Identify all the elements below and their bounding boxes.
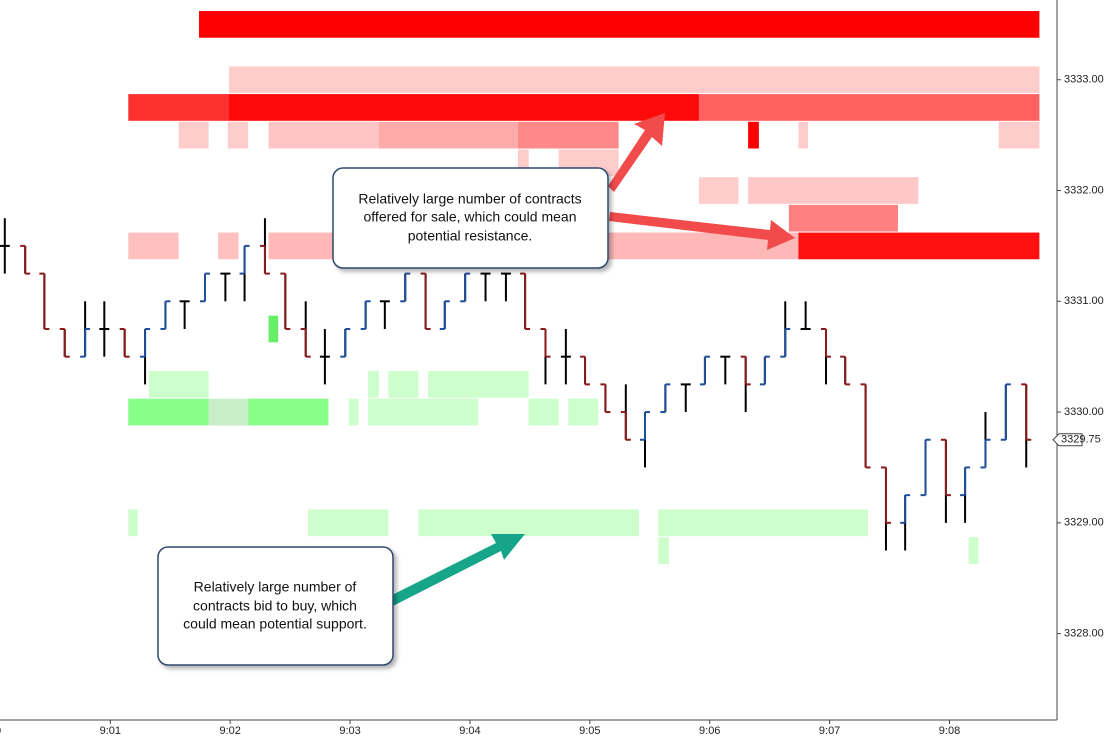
x-tick-label: 9:01	[100, 725, 121, 737]
liquidity-level	[388, 371, 419, 398]
liquidity-level	[268, 121, 379, 149]
x-tick-label: 9:06	[699, 725, 720, 737]
liquidity-level	[128, 509, 138, 537]
liquidity-level	[788, 204, 898, 232]
liquidity-level	[348, 398, 359, 426]
callout-text: offered for sale, which could mean	[364, 209, 577, 225]
liquidity-level	[658, 509, 868, 537]
last-price-marker	[1052, 433, 1083, 447]
liquidity-level	[128, 94, 229, 121]
liquidity-level	[178, 121, 209, 149]
liquidity-level	[698, 94, 1040, 121]
liquidity-level	[658, 537, 669, 564]
liquidity-level	[528, 398, 559, 426]
liquidity-level	[568, 398, 599, 426]
y-tick-label: 3330.00	[1064, 406, 1104, 418]
liquidity-level	[228, 66, 1040, 94]
x-tick-label: 9:00	[0, 725, 1, 737]
liquidity-level	[378, 121, 518, 149]
liquidity-level	[368, 371, 379, 398]
x-tick-label: 9:05	[579, 725, 600, 737]
y-tick-label: 3333.00	[1064, 74, 1104, 86]
callout-box	[157, 546, 394, 666]
callout-text: contracts bid to buy, which	[193, 598, 357, 614]
callout-text: could mean potential support.	[183, 616, 367, 632]
x-tick-label: 9:04	[459, 725, 480, 737]
liquidity-level	[748, 121, 759, 149]
liquidity-level	[128, 398, 209, 426]
liquidity-level	[798, 232, 1040, 260]
liquidity-level	[268, 315, 279, 343]
y-tick-label: 3332.00	[1064, 184, 1104, 196]
liquidity-level	[208, 398, 249, 426]
x-tick-label: 9:07	[819, 725, 840, 737]
callout-box	[332, 167, 609, 269]
liquidity-level	[128, 232, 179, 260]
callout-text: Relatively large number of	[194, 579, 357, 595]
liquidity-level	[199, 11, 1040, 38]
resistance-callout: Relatively large number of contracts off…	[332, 113, 795, 269]
x-tick-label: 9:03	[339, 725, 360, 737]
arrow	[608, 113, 665, 192]
liquidity-level	[968, 537, 979, 564]
support-callout: Relatively large number of contracts bid…	[157, 534, 525, 666]
arrow	[390, 534, 525, 606]
liquidity-level	[368, 398, 479, 426]
liquidity-level	[218, 232, 239, 260]
x-tick-label: 9:08	[939, 725, 960, 737]
callout-text: Relatively large number of contracts	[358, 191, 581, 207]
liquidity-level	[427, 371, 529, 398]
liquidity-level	[308, 509, 389, 537]
x-tick-label: 9:02	[219, 725, 240, 737]
liquidity-level	[418, 509, 639, 537]
last-price-label: 3329.75	[1061, 434, 1101, 446]
liquidity-level	[148, 371, 209, 398]
y-tick-label: 3328.00	[1064, 628, 1104, 640]
arrow	[609, 212, 795, 250]
liquidity-level	[227, 121, 249, 149]
liquidity-level	[517, 149, 529, 177]
y-tick-label: 3331.00	[1064, 295, 1104, 307]
liquidity-level	[698, 177, 739, 204]
liquidity-level	[798, 121, 809, 149]
liquidity-level	[748, 177, 919, 204]
y-tick-label: 3329.00	[1064, 517, 1104, 529]
liquidity-level	[248, 398, 329, 426]
price-bars	[0, 218, 1032, 551]
liquidity-level	[228, 94, 699, 121]
callout-text: potential resistance.	[408, 228, 533, 244]
order-book-heatmap	[128, 11, 1040, 564]
liquidity-level	[517, 121, 619, 149]
liquidity-level	[998, 121, 1040, 149]
